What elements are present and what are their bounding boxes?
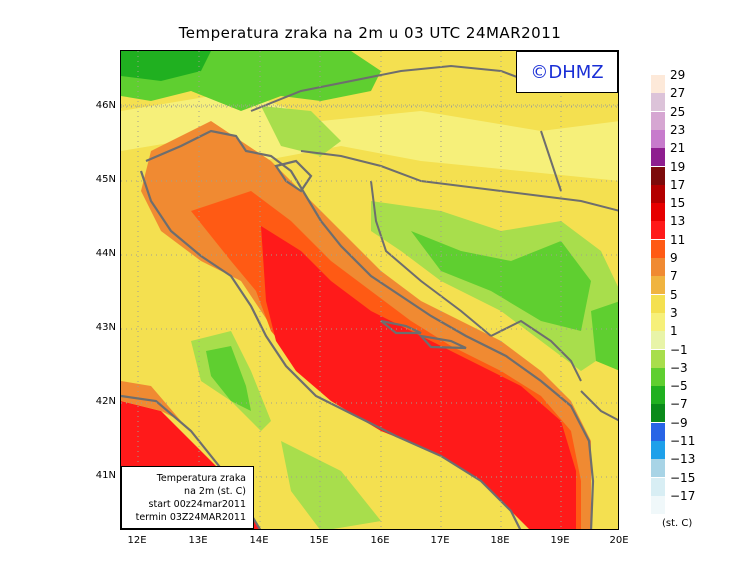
legend-label: 27 [670,86,686,101]
legend-label: 17 [670,177,686,192]
lat-label-46n: 46N [95,100,116,111]
lon-label-16e: 16E [370,535,390,546]
legend-swatch [651,477,665,496]
legend-swatch [651,441,665,459]
lon-label-14e: 14E [249,535,269,546]
info-line-2: na 2m (st. C) [184,486,246,497]
info-line-4: termin 03Z24MAR2011 [135,512,246,523]
cold-zone-montenegro [591,301,618,371]
legend-swatch [651,111,665,130]
coldest-zone-alps [121,51,211,81]
map-title: Temperatura zraka na 2m u 03 UTC 24MAR20… [178,24,562,42]
legend-swatch [651,148,665,167]
legend-label: 23 [670,122,686,137]
lat-label-43n: 43N [95,322,116,333]
lon-label-15e: 15E [309,535,329,546]
legend-label: 11 [670,232,686,247]
legend-swatch [651,294,665,313]
legend-label: 15 [670,196,686,211]
legend-swatch [651,386,665,405]
legend-swatch [651,129,665,148]
map-canvas [121,51,618,529]
legend-swatch [651,276,665,295]
cold-zone-apennines [206,346,251,411]
lat-label-41n: 41N [95,470,116,481]
legend-swatch [651,239,665,258]
legend-swatch [651,93,665,112]
lat-label-44n: 44N [95,248,116,259]
legend-label: −11 [670,434,696,448]
legend-swatch [651,221,665,240]
legend-label: 21 [670,141,686,156]
cool-zone-slovenia [261,106,341,156]
legend-label: −13 [670,452,696,467]
legend-label: −3 [670,360,688,375]
cool-zone-south-italy [281,441,381,529]
legend-swatch [651,312,665,331]
lon-label-12e: 12E [127,535,147,546]
legend-swatch [651,459,665,478]
legend-label: 13 [670,214,686,229]
mild-zone-north [121,91,618,181]
legend-swatch [651,422,665,441]
legend-swatch [651,495,665,514]
legend-label: 5 [670,287,678,302]
dhmz-logo: ©DHMZ [516,51,618,93]
info-line-1: Temperatura zraka [156,473,246,484]
legend-label: 9 [670,251,678,265]
grid-lines [121,51,618,529]
lon-label-17e: 17E [430,535,450,546]
lat-label-45n: 45N [95,174,116,185]
legend-label: 19 [670,159,686,174]
legend-label: −17 [670,488,696,503]
legend-label: 7 [670,269,678,284]
legend-swatch [651,184,665,203]
legend-units: (st. C) [662,518,693,529]
legend-label: 29 [670,68,686,82]
legend-label: 1 [670,324,678,339]
legend-label: 25 [670,104,686,119]
legend-swatch [651,404,665,423]
legend-swatch [651,367,665,386]
info-line-3: start 00z24mar2011 [148,499,246,510]
legend-swatch [651,258,665,276]
legend-swatch [651,349,665,368]
adriatic-warmest [261,226,576,529]
legend-label: 3 [670,305,678,320]
lon-label-13e: 13E [188,535,208,546]
legend-label: −1 [670,342,688,357]
legend-swatch [651,75,665,93]
legend-label: −5 [670,379,688,394]
lon-label-19e: 19E [550,535,570,546]
temperature-map[interactable] [120,50,619,530]
lon-label-18e: 18E [490,535,510,546]
lon-label-20e: 20E [609,535,629,546]
lat-label-42n: 42N [95,396,116,407]
legend-label: −7 [670,397,688,412]
legend-label: −15 [670,470,696,485]
legend-swatch [651,166,665,185]
legend-swatch [651,331,665,350]
legend-swatch [651,203,665,222]
info-box: Temperatura zraka na 2m (st. C) start 00… [121,466,254,529]
legend-label: −9 [670,415,688,430]
